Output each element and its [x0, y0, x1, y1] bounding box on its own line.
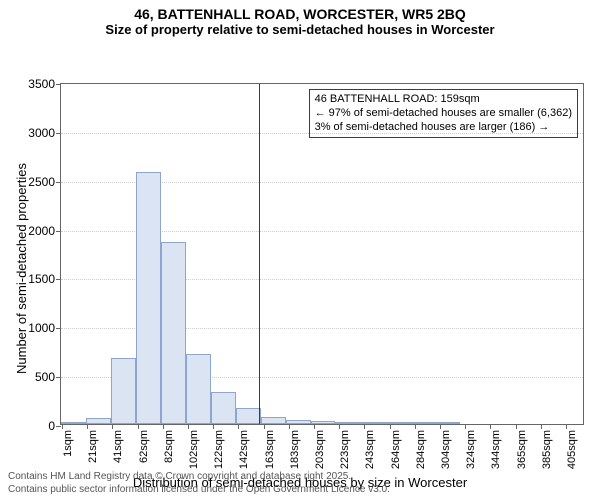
attribution-footer: Contains HM Land Registry data © Crown c… — [8, 471, 390, 496]
histogram-bar — [385, 422, 410, 424]
y-axis-label: Number of semi-detached properties — [14, 163, 29, 374]
page-title: 46, BATTENHALL ROAD, WORCESTER, WR5 2BQ — [0, 6, 600, 22]
x-tick-label: 142sqm — [238, 430, 250, 469]
x-tick-mark — [415, 424, 416, 429]
histogram-bar — [86, 418, 111, 424]
histogram-bar — [111, 358, 136, 424]
x-tick-label: 62sqm — [138, 430, 150, 463]
x-tick-mark — [440, 424, 441, 429]
histogram-bar — [61, 422, 86, 424]
x-tick-mark — [339, 424, 340, 429]
y-tick-label: 3000 — [28, 126, 61, 140]
x-tick-label: 41sqm — [112, 430, 124, 463]
x-tick-label: 82sqm — [163, 430, 175, 463]
y-tick-label: 0 — [48, 419, 61, 433]
annotation-line-2: ← 97% of semi-detached houses are smalle… — [315, 107, 572, 121]
x-tick-label: 183sqm — [289, 430, 301, 469]
histogram-bar — [161, 242, 186, 424]
histogram-bar — [261, 417, 286, 424]
x-tick-label: 365sqm — [516, 430, 528, 469]
marker-line — [259, 84, 260, 424]
histogram-bar — [186, 354, 211, 424]
x-tick-label: 163sqm — [264, 430, 276, 469]
x-tick-label: 284sqm — [415, 430, 427, 469]
histogram-bar — [236, 408, 261, 424]
x-tick-mark — [87, 424, 88, 429]
x-tick-mark — [138, 424, 139, 429]
x-tick-label: 304sqm — [440, 430, 452, 469]
footer-line-1: Contains HM Land Registry data © Crown c… — [8, 471, 390, 484]
x-tick-mark — [112, 424, 113, 429]
x-tick-mark — [213, 424, 214, 429]
footer-line-2: Contains public sector information licen… — [8, 484, 390, 497]
x-tick-label: 405sqm — [566, 430, 578, 469]
y-tick-label: 1500 — [28, 272, 61, 286]
gridline-h — [61, 133, 583, 134]
x-tick-label: 122sqm — [213, 430, 225, 469]
x-tick-label: 324sqm — [465, 430, 477, 469]
x-tick-mark — [62, 424, 63, 429]
x-tick-mark — [490, 424, 491, 429]
y-tick-label: 1000 — [28, 321, 61, 335]
plot-area: 46 BATTENHALL ROAD: 159sqm ← 97% of semi… — [60, 83, 584, 425]
x-tick-label: 203sqm — [314, 430, 326, 469]
x-tick-mark — [364, 424, 365, 429]
x-tick-mark — [238, 424, 239, 429]
x-tick-mark — [566, 424, 567, 429]
page-subtitle: Size of property relative to semi-detach… — [0, 22, 600, 37]
annotation-line-1: 46 BATTENHALL ROAD: 159sqm — [315, 93, 572, 107]
x-tick-label: 1sqm — [62, 430, 74, 457]
x-tick-mark — [314, 424, 315, 429]
x-tick-mark — [465, 424, 466, 429]
histogram-bar — [435, 422, 460, 424]
y-tick-label: 2000 — [28, 224, 61, 238]
y-tick-label: 500 — [35, 370, 61, 384]
x-tick-mark — [163, 424, 164, 429]
x-tick-mark — [188, 424, 189, 429]
x-tick-label: 264sqm — [390, 430, 402, 469]
x-tick-label: 223sqm — [339, 430, 351, 469]
histogram-bar — [410, 422, 435, 424]
x-tick-mark — [289, 424, 290, 429]
x-tick-mark — [264, 424, 265, 429]
histogram-bar — [136, 172, 161, 424]
x-tick-label: 385sqm — [541, 430, 553, 469]
x-tick-mark — [516, 424, 517, 429]
x-tick-label: 344sqm — [490, 430, 502, 469]
title-block: 46, BATTENHALL ROAD, WORCESTER, WR5 2BQ … — [0, 0, 600, 37]
x-tick-label: 243sqm — [364, 430, 376, 469]
annotation-box: 46 BATTENHALL ROAD: 159sqm ← 97% of semi… — [309, 89, 578, 138]
x-tick-mark — [390, 424, 391, 429]
y-tick-label: 2500 — [28, 175, 61, 189]
y-tick-label: 3500 — [28, 77, 61, 91]
x-tick-mark — [541, 424, 542, 429]
x-tick-label: 21sqm — [87, 430, 99, 463]
x-tick-label: 102sqm — [188, 430, 200, 469]
histogram-bar — [211, 392, 236, 424]
